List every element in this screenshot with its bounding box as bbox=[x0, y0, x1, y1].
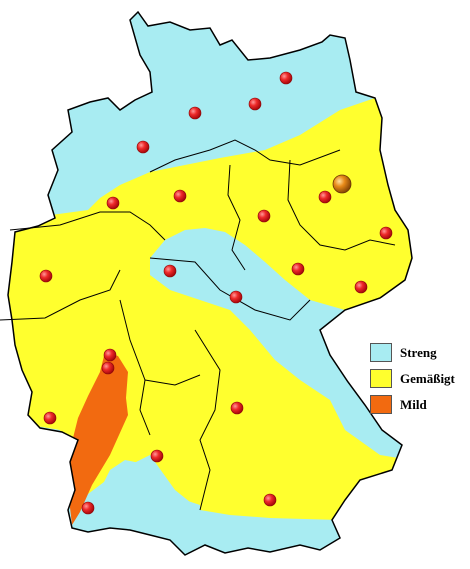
legend-label-strict: Streng bbox=[400, 344, 437, 360]
city-marker-icon bbox=[81, 501, 95, 515]
border-west-2 bbox=[0, 269, 121, 321]
border-central-2 bbox=[287, 159, 396, 251]
legend-swatch-strict bbox=[370, 343, 392, 362]
capital-city-marker-icon bbox=[332, 174, 352, 194]
legend-item-mild: Mild bbox=[370, 394, 466, 415]
city-marker-icon bbox=[318, 190, 332, 204]
city-marker-icon bbox=[263, 493, 277, 507]
city-marker-icon bbox=[354, 280, 368, 294]
city-marker-icon bbox=[229, 290, 243, 304]
zone-mild bbox=[68, 352, 128, 525]
legend-label-mild: Mild bbox=[400, 396, 427, 412]
border-west-1 bbox=[9, 211, 166, 241]
city-marker-icon bbox=[291, 262, 305, 276]
city-markers bbox=[39, 71, 393, 515]
city-marker-icon bbox=[379, 226, 393, 240]
legend-item-strict: Streng bbox=[370, 342, 466, 363]
legend-swatch-mild bbox=[370, 395, 392, 414]
city-marker-icon bbox=[188, 106, 202, 120]
border-south bbox=[144, 374, 201, 386]
city-marker-icon bbox=[163, 264, 177, 278]
legend: Streng Gemäßigt Mild bbox=[370, 342, 466, 420]
city-marker-icon bbox=[150, 449, 164, 463]
city-marker-icon bbox=[230, 401, 244, 415]
city-marker-icon bbox=[257, 209, 271, 223]
germany-outline bbox=[7, 10, 413, 556]
border-central-1 bbox=[227, 164, 246, 271]
city-marker-icon bbox=[136, 140, 150, 154]
city-marker-icon bbox=[43, 411, 57, 425]
legend-swatch-moderate bbox=[370, 369, 392, 388]
city-marker-icon bbox=[101, 361, 115, 375]
legend-item-moderate: Gemäßigt bbox=[370, 368, 466, 389]
city-marker-icon bbox=[39, 269, 53, 283]
border-north bbox=[149, 139, 341, 173]
city-marker-icon bbox=[248, 97, 262, 111]
legend-label-moderate: Gemäßigt bbox=[400, 370, 455, 386]
city-marker-icon bbox=[279, 71, 293, 85]
border-bavaria bbox=[194, 329, 221, 511]
city-marker-icon bbox=[173, 189, 187, 203]
city-marker-icon bbox=[103, 348, 117, 362]
city-marker-icon bbox=[106, 196, 120, 210]
